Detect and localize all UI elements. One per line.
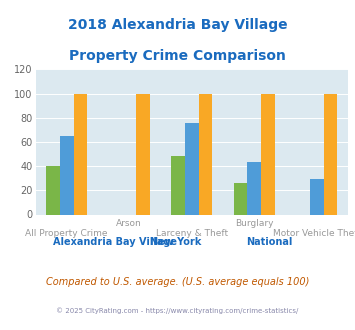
Text: All Property Crime: All Property Crime bbox=[26, 229, 108, 238]
Text: 2018 Alexandria Bay Village: 2018 Alexandria Bay Village bbox=[68, 18, 287, 32]
Bar bbox=[60, 136, 73, 214]
Bar bbox=[310, 180, 323, 214]
Text: Larceny & Theft: Larceny & Theft bbox=[155, 229, 228, 238]
Bar bbox=[247, 162, 261, 214]
Bar bbox=[198, 93, 212, 214]
Bar bbox=[261, 93, 275, 214]
Bar bbox=[136, 93, 150, 214]
Bar bbox=[171, 156, 185, 214]
Bar bbox=[234, 183, 247, 214]
Bar bbox=[46, 166, 60, 214]
Text: Motor Vehicle Theft: Motor Vehicle Theft bbox=[273, 229, 355, 238]
Text: © 2025 CityRating.com - https://www.cityrating.com/crime-statistics/: © 2025 CityRating.com - https://www.city… bbox=[56, 307, 299, 314]
Text: New York: New York bbox=[149, 237, 201, 247]
Text: Burglary: Burglary bbox=[235, 219, 273, 228]
Text: National: National bbox=[247, 237, 293, 247]
Bar bbox=[323, 93, 337, 214]
Text: Arson: Arson bbox=[116, 219, 142, 228]
Bar bbox=[73, 93, 87, 214]
Text: Alexandria Bay Village: Alexandria Bay Village bbox=[53, 237, 176, 247]
Bar bbox=[185, 122, 198, 214]
Text: Compared to U.S. average. (U.S. average equals 100): Compared to U.S. average. (U.S. average … bbox=[46, 277, 309, 287]
Text: Property Crime Comparison: Property Crime Comparison bbox=[69, 50, 286, 63]
